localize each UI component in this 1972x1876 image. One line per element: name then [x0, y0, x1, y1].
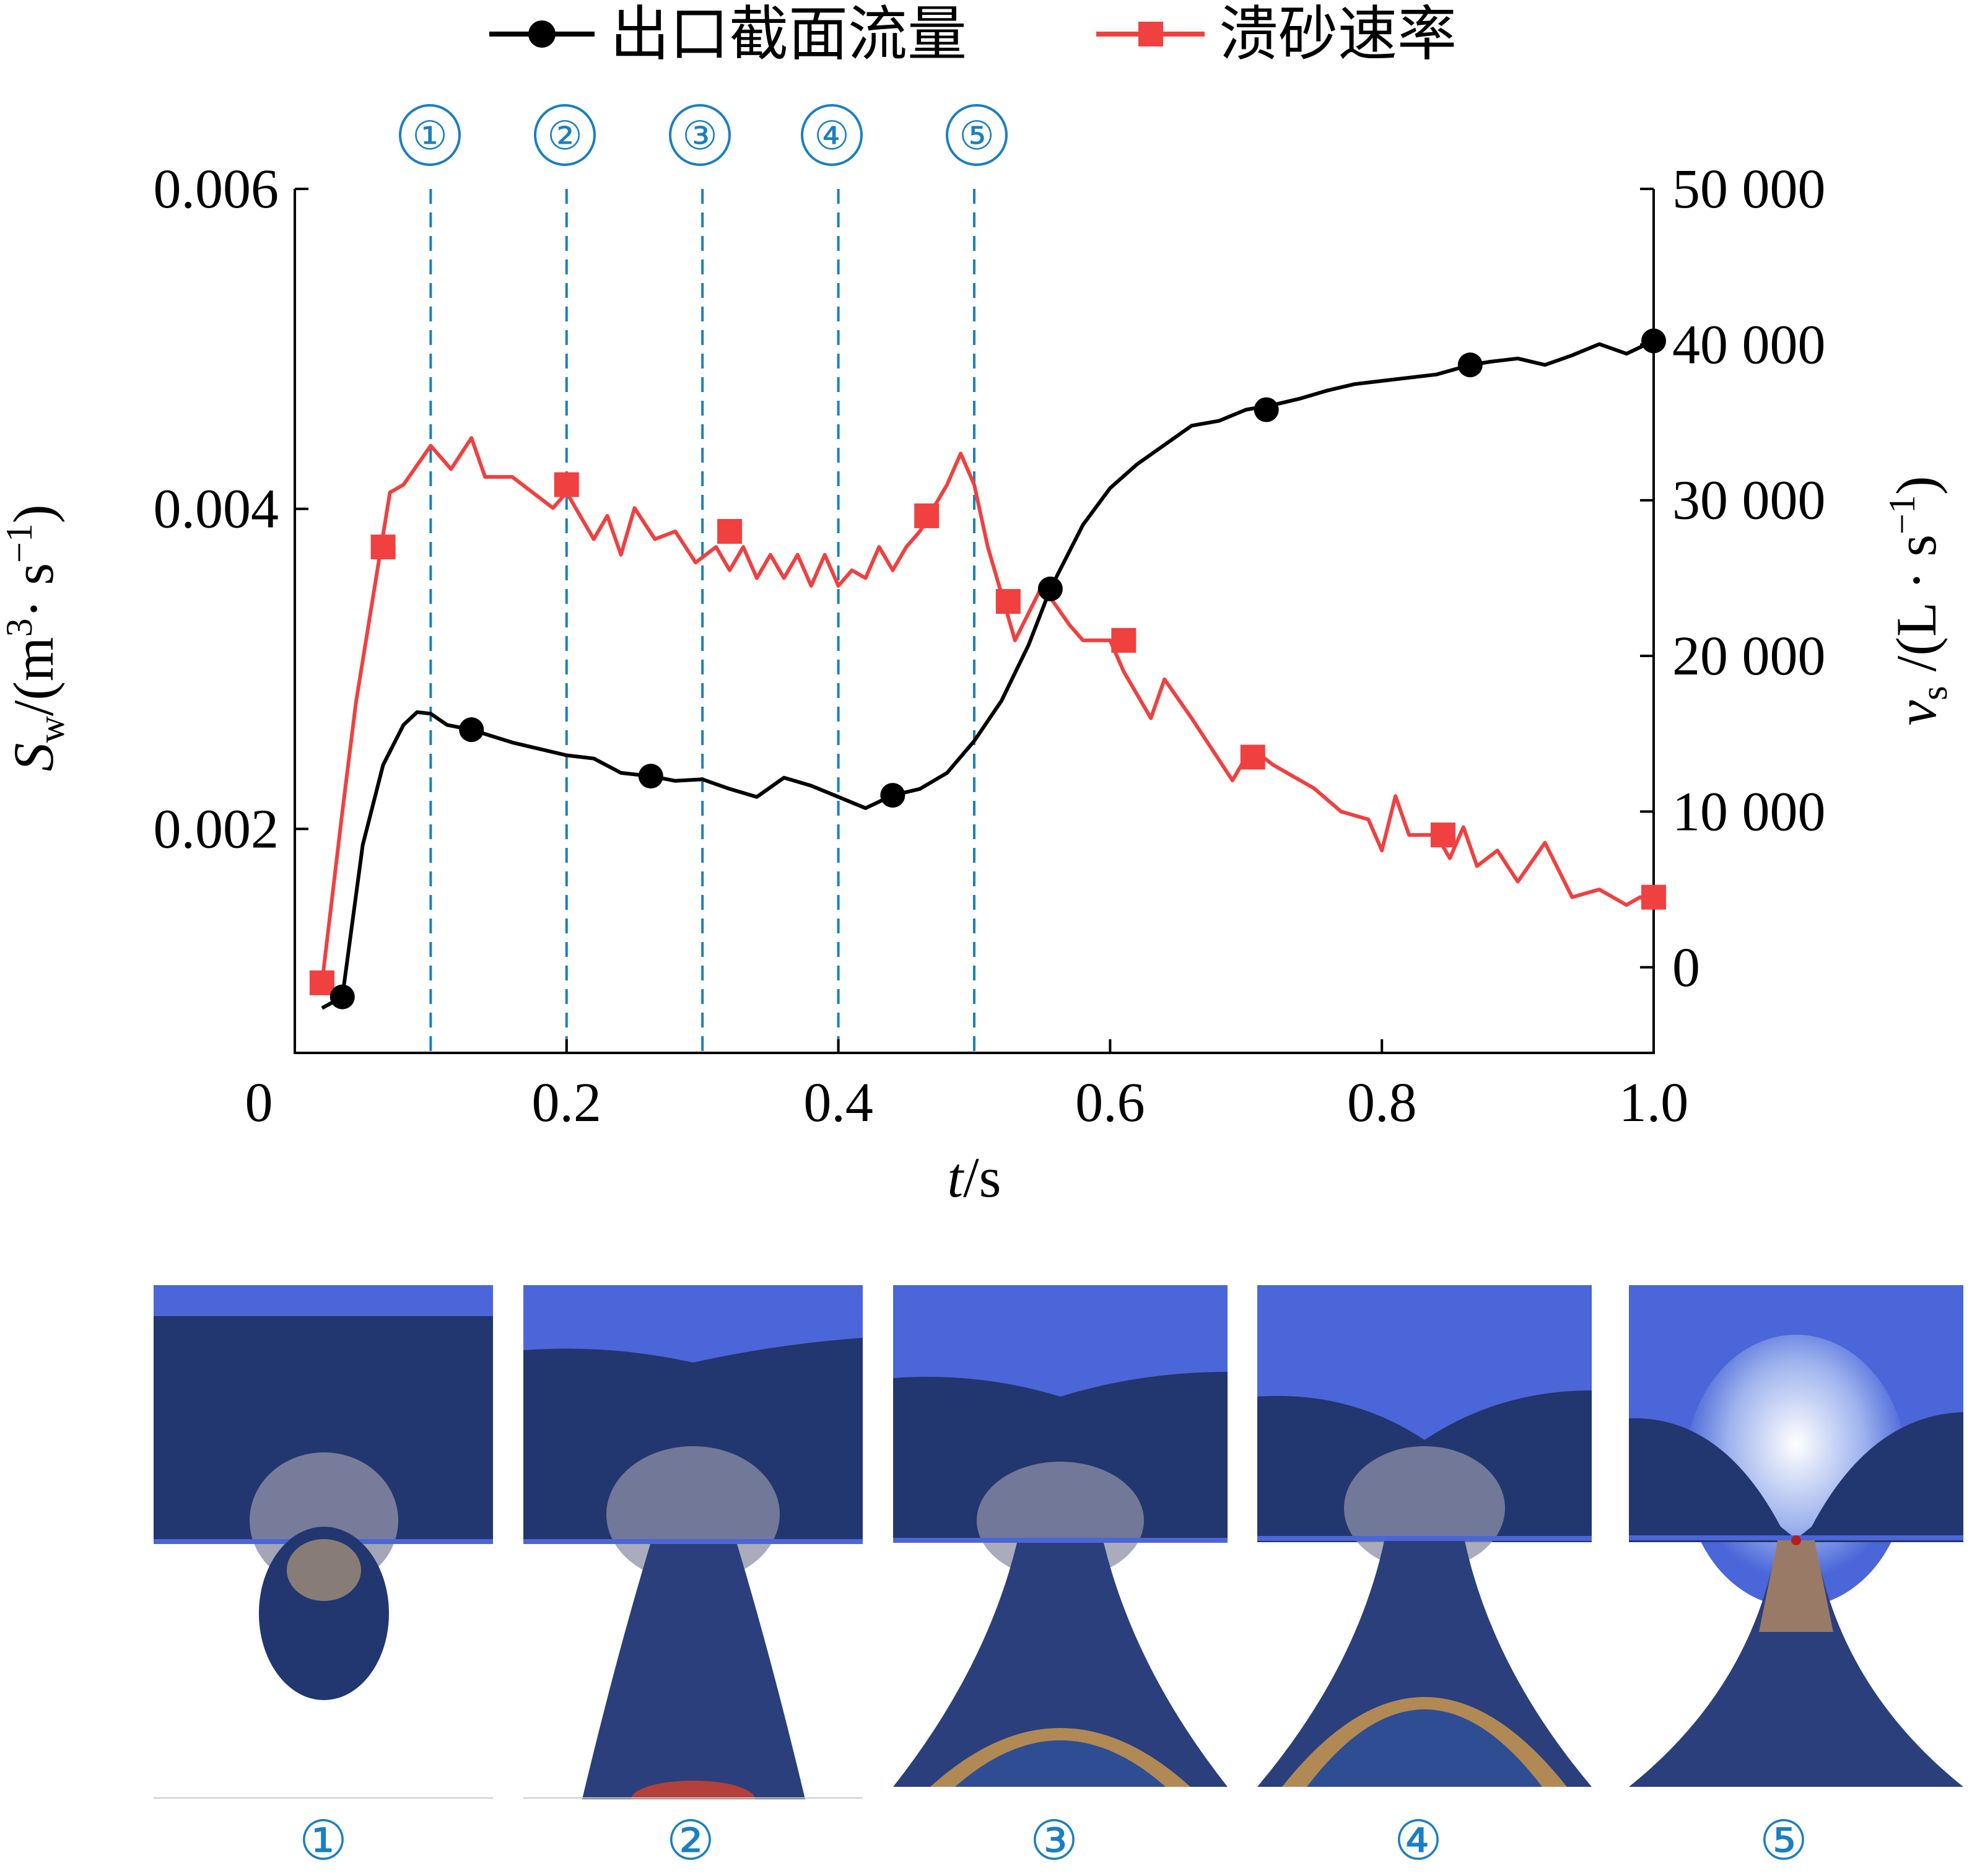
series-line — [321, 339, 1655, 1010]
data-point — [1037, 576, 1063, 601]
right-axis-title: vs /(L · s−1) — [1882, 476, 1955, 725]
left-y-tick-label: 0.002 — [154, 798, 279, 860]
x-tick-label: 1.0 — [1619, 1072, 1689, 1133]
snapshot-panel-4 — [1257, 1285, 1592, 1799]
event-marker-label-2: ② — [547, 113, 582, 159]
data-point — [1240, 744, 1265, 770]
snapshot-panel-5 — [1629, 1285, 1963, 1799]
data-point — [1641, 884, 1666, 910]
right-y-ticks: 0 10 000 20 000 30 000 40 000 50 000 — [1640, 159, 1826, 998]
x-tick-label: 0.2 — [532, 1072, 602, 1133]
legend-label-flow: 出口截面流量 — [610, 0, 967, 69]
x-axis-title: t/s — [948, 1146, 1001, 1209]
snapshot-image-1 — [154, 1285, 493, 1799]
snapshot-panel-2 — [523, 1285, 863, 1799]
snapshot-image-2 — [523, 1285, 863, 1799]
right-y-tick-label: 30 000 — [1672, 470, 1826, 531]
legend: 出口截面流量 溃砂速率 — [489, 0, 1457, 69]
event-marker-5: ⑤ — [946, 104, 1008, 166]
series-outlet-flow — [321, 328, 1666, 1010]
event-marker-ring — [534, 104, 596, 166]
data-point — [1457, 352, 1483, 378]
x-tick-label: 0 — [245, 1072, 273, 1133]
snapshot-label-2: ② — [666, 1808, 715, 1872]
snapshot-label-3: ③ — [1029, 1808, 1079, 1872]
legend-item-sand: 溃砂速率 — [1096, 0, 1457, 69]
right-y-tick-label: 10 000 — [1672, 781, 1826, 842]
data-point — [1254, 397, 1279, 422]
right-y-tick-label: 50 000 — [1672, 159, 1826, 220]
right-y-tick-label: 0 — [1672, 937, 1700, 998]
event-marker-1: ① — [399, 104, 461, 166]
snapshot-image-4 — [1257, 1285, 1592, 1787]
snapshot-panel-1 — [154, 1285, 493, 1799]
legend-marker-flow — [528, 20, 556, 48]
right-axis-label: vs /(L · s−1) — [1882, 476, 1955, 725]
data-point — [914, 503, 940, 528]
right-y-tick-label: 40 000 — [1672, 314, 1826, 375]
left-y-tick-label: 0.004 — [154, 479, 279, 540]
right-y-tick-label: 20 000 — [1672, 626, 1826, 687]
x-tick-label: 0.8 — [1347, 1072, 1417, 1133]
event-marker-label-5: ⑤ — [959, 113, 994, 159]
legend-label-sand: 溃砂速率 — [1219, 0, 1457, 69]
snapshot-label-1: ① — [299, 1808, 348, 1872]
dual-axis-line-chart: 出口截面流量 溃砂速率 ① ② ③ ④ ⑤ — [0, 0, 1955, 1209]
event-marker-ring — [946, 104, 1008, 166]
event-marker-label-4: ④ — [814, 113, 849, 159]
left-axis-title: Sw/(m3· s−1) — [0, 504, 72, 771]
data-point — [370, 534, 396, 560]
series-sand-rate — [309, 436, 1666, 995]
data-point — [1641, 328, 1666, 354]
legend-marker-sand — [1138, 22, 1163, 46]
left-y-ticks: 0.002 0.004 0.006 — [154, 159, 308, 860]
left-y-tick-label: 0.006 — [154, 159, 279, 220]
event-marker-label-1: ① — [412, 113, 447, 159]
data-point — [459, 717, 484, 743]
event-marker-label-3: ③ — [682, 113, 717, 159]
event-marker-4: ④ — [801, 104, 863, 166]
snapshot-panel-3 — [893, 1285, 1228, 1799]
event-marker-3: ③ — [669, 104, 731, 166]
x-tick-label: 0.6 — [1075, 1072, 1145, 1133]
x-ticks: 0 0.2 0.4 0.6 0.8 1.0 — [245, 1039, 1689, 1133]
snapshot-label-4: ④ — [1394, 1808, 1443, 1872]
event-marker-2: ② — [534, 104, 596, 166]
data-point — [638, 764, 663, 789]
data-point — [1111, 627, 1137, 653]
snapshot-image-5 — [1629, 1285, 1963, 1787]
data-point — [309, 970, 334, 995]
snapshot-image-3 — [893, 1285, 1228, 1787]
snapshot-label-5: ⑤ — [1759, 1808, 1808, 1872]
x-tick-label: 0.4 — [803, 1072, 873, 1133]
data-point — [880, 783, 905, 808]
data-point — [717, 518, 743, 544]
event-marker-ring — [399, 104, 461, 166]
legend-item-flow: 出口截面流量 — [489, 0, 967, 69]
series-line — [320, 436, 1655, 984]
event-lines — [429, 189, 975, 1053]
data-point — [1430, 822, 1455, 848]
left-axis-label: Sw/(m3· s−1) — [0, 504, 72, 771]
event-marker-ring — [669, 104, 731, 166]
data-point — [995, 589, 1021, 614]
event-marker-ring — [801, 104, 863, 166]
x-axis-label: t/s — [948, 1146, 1001, 1209]
data-point — [554, 472, 579, 497]
data-point — [329, 984, 355, 1010]
event-markers: ① ② ③ ④ ⑤ — [399, 104, 1008, 166]
